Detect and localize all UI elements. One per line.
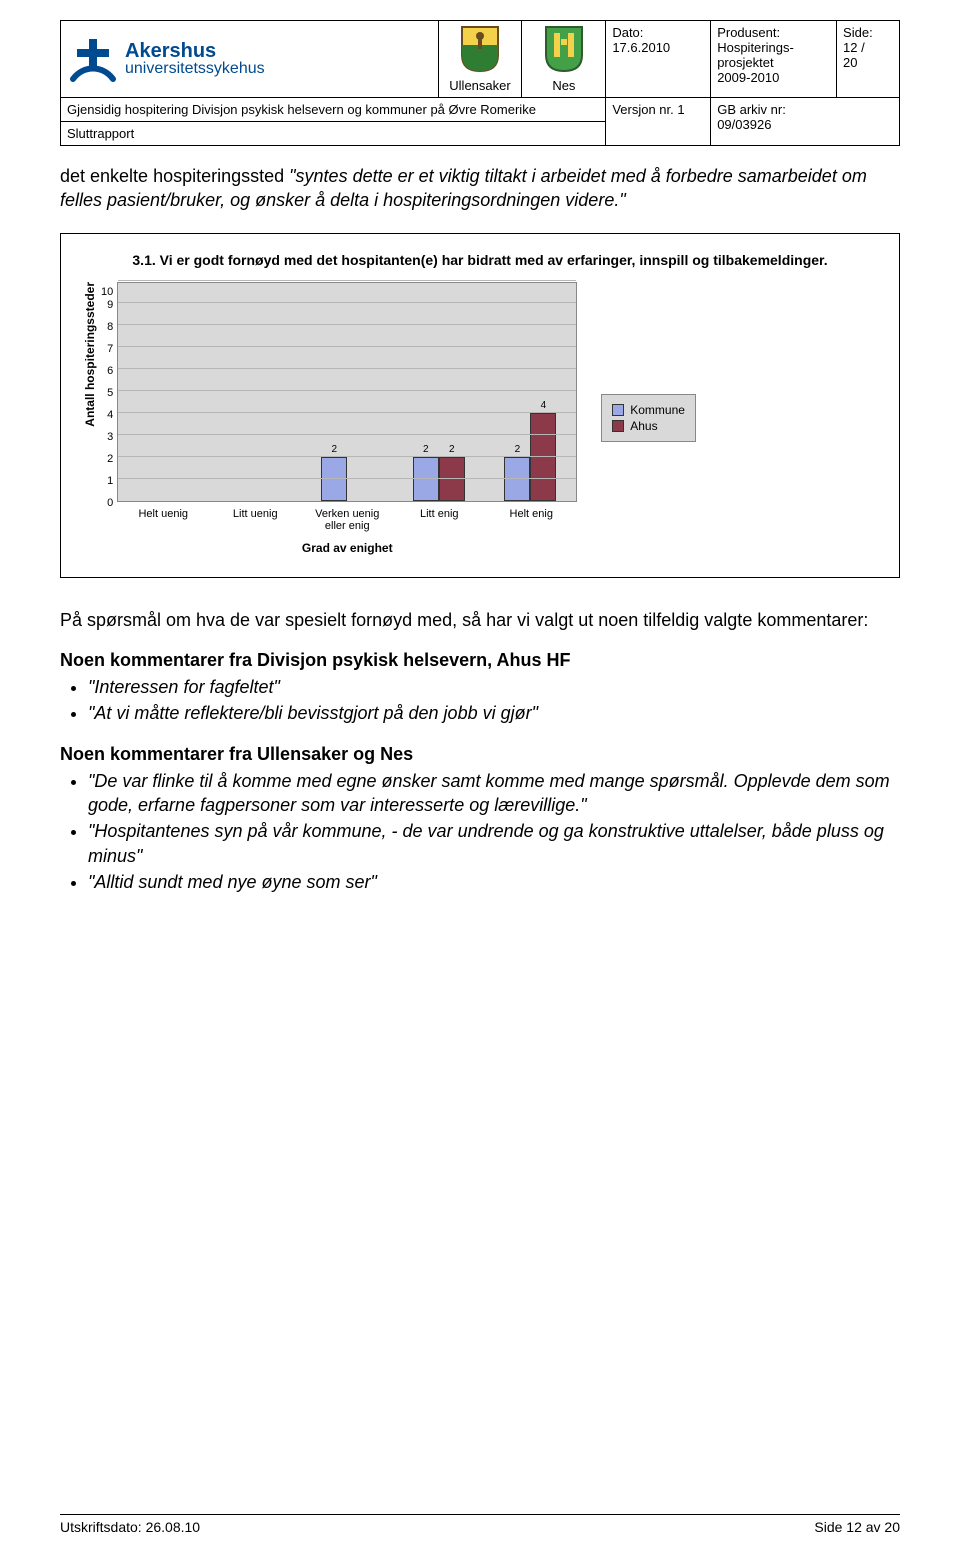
comment-text: "At vi måtte reflektere/bli bevisstgjort… <box>88 703 538 723</box>
crest1-label: Ullensaker <box>445 78 516 93</box>
chart-title: 3.1. Vi er godt fornøyd med det hospitan… <box>83 252 877 268</box>
side-value: 12 / 20 <box>843 40 893 70</box>
comment-text: "Alltid sundt med nye øyne som ser" <box>88 872 377 892</box>
comment-text: "Hospitantenes syn på vår kommune, - de … <box>88 821 884 865</box>
versjon-label: Versjon nr. 1 <box>612 102 704 117</box>
logo-cell: Akershus universitetssykehus <box>61 21 439 98</box>
chart-ylabel: Antall hospiteringssteder <box>83 282 97 467</box>
chart-bar: 2 <box>413 457 439 501</box>
y-tick: 9 <box>107 295 117 317</box>
chart-category: 22 <box>393 283 485 501</box>
nes-crest-icon <box>544 25 584 73</box>
versjon-cell: Versjon nr. 1 <box>606 98 711 146</box>
y-tick: 1 <box>107 471 117 493</box>
x-tick-label: Litt uenig <box>209 508 301 533</box>
intro-plain: det enkelte hospiteringssted <box>60 166 289 186</box>
comment-text: "De var flinke til å komme med egne ønsk… <box>88 771 890 815</box>
logo-name: Akershus <box>125 41 265 61</box>
produsent-cell: Produsent: Hospiterings- prosjektet 2009… <box>711 21 837 98</box>
crest-ullensaker: Ullensaker <box>438 21 522 98</box>
chart-bar: 2 <box>321 457 347 501</box>
ullensaker-crest-icon <box>460 25 500 73</box>
logo-subtitle: universitetssykehus <box>125 61 265 77</box>
chart-bar: 4 <box>530 413 556 501</box>
y-tick: 10 <box>101 282 117 295</box>
mid-paragraph: På spørsmål om hva de var spesielt fornø… <box>60 608 900 632</box>
legend-swatch <box>612 404 624 416</box>
x-tick-label: Helt uenig <box>117 508 209 533</box>
row2-title: Gjensidig hospitering Divisjon psykisk h… <box>61 98 605 122</box>
comment-text: "Interessen for fagfeltet" <box>88 677 280 697</box>
chart-category: 24 <box>485 283 577 501</box>
chart-bar: 2 <box>439 457 465 501</box>
x-tick-label: Verken uenig eller enig <box>301 508 393 533</box>
chart-bar: 2 <box>504 457 530 501</box>
bar-value-label: 4 <box>531 400 555 411</box>
legend-swatch <box>612 420 624 432</box>
chart-legend: Kommune Ahus <box>601 394 696 442</box>
bar-value-label: 2 <box>414 444 438 455</box>
ahus-comment-list: "Interessen for fagfeltet" "At vi måtte r… <box>60 675 900 726</box>
list-item: "Alltid sundt med nye øyne som ser" <box>88 870 900 894</box>
chart-plot: 22224 <box>117 282 577 502</box>
y-tick: 2 <box>107 449 117 471</box>
un-comment-list: "De var flinke til å komme med egne ønsk… <box>60 769 900 894</box>
list-item: "Hospitantenes syn på vår kommune, - de … <box>88 819 900 868</box>
page: Akershus universitetssykehus Ullensaker <box>0 0 960 1551</box>
dato-cell: Dato: 17.6.2010 <box>606 21 711 98</box>
chart-container: 3.1. Vi er godt fornøyd med det hospitan… <box>60 233 900 578</box>
side-label: Side: <box>843 25 893 40</box>
crest2-label: Nes <box>528 78 599 93</box>
un-heading: Noen kommentarer fra Ullensaker og Nes <box>60 744 900 765</box>
y-tick: 7 <box>107 339 117 361</box>
chart-category: 2 <box>301 283 393 501</box>
x-tick-label: Helt enig <box>485 508 577 533</box>
list-item: "At vi måtte reflektere/bli bevisstgjort… <box>88 701 900 725</box>
y-axis: 109876543210 <box>101 282 117 555</box>
side-cell: Side: 12 / 20 <box>837 21 900 98</box>
list-item: "Interessen for fagfeltet" <box>88 675 900 699</box>
row2-sub: Sluttrapport <box>61 122 605 145</box>
footer-left: Utskriftsdato: 26.08.10 <box>60 1519 200 1535</box>
chart-category <box>210 283 302 501</box>
legend-item: Ahus <box>612 419 685 433</box>
bar-value-label: 2 <box>505 444 529 455</box>
row2-left: Gjensidig hospitering Divisjon psykisk h… <box>61 98 606 146</box>
produsent-label: Produsent: <box>717 25 830 40</box>
legend-label: Kommune <box>630 403 685 417</box>
crest-nes: Nes <box>522 21 606 98</box>
y-tick: 6 <box>107 361 117 383</box>
y-tick: 4 <box>107 405 117 427</box>
dato-value: 17.6.2010 <box>612 40 704 55</box>
y-tick: 5 <box>107 383 117 405</box>
bar-value-label: 2 <box>322 444 346 455</box>
y-tick: 8 <box>107 317 117 339</box>
arkiv-cell: GB arkiv nr: 09/03926 <box>711 98 900 146</box>
legend-item: Kommune <box>612 403 685 417</box>
arkiv-value: 09/03926 <box>717 117 893 132</box>
x-axis-labels: Helt uenigLitt uenigVerken uenig eller e… <box>117 508 577 533</box>
intro-paragraph: det enkelte hospiteringssted "syntes det… <box>60 164 900 213</box>
bar-value-label: 2 <box>440 444 464 455</box>
produsent-value: Hospiterings- prosjektet 2009-2010 <box>717 40 830 85</box>
ahus-heading: Noen kommentarer fra Divisjon psykisk he… <box>60 650 900 671</box>
legend-label: Ahus <box>630 419 657 433</box>
page-footer: Utskriftsdato: 26.08.10 Side 12 av 20 <box>60 1514 900 1535</box>
list-item: "De var flinke til å komme med egne ønsk… <box>88 769 900 818</box>
chart-category <box>118 283 210 501</box>
arkiv-label: GB arkiv nr: <box>717 102 893 117</box>
hospital-logo-icon <box>69 35 117 83</box>
y-tick: 0 <box>107 493 117 515</box>
dato-label: Dato: <box>612 25 704 40</box>
header-table: Akershus universitetssykehus Ullensaker <box>60 20 900 146</box>
y-tick: 3 <box>107 427 117 449</box>
chart-xlabel: Grad av enighet <box>117 541 577 555</box>
x-tick-label: Litt enig <box>393 508 485 533</box>
footer-right: Side 12 av 20 <box>814 1519 900 1535</box>
